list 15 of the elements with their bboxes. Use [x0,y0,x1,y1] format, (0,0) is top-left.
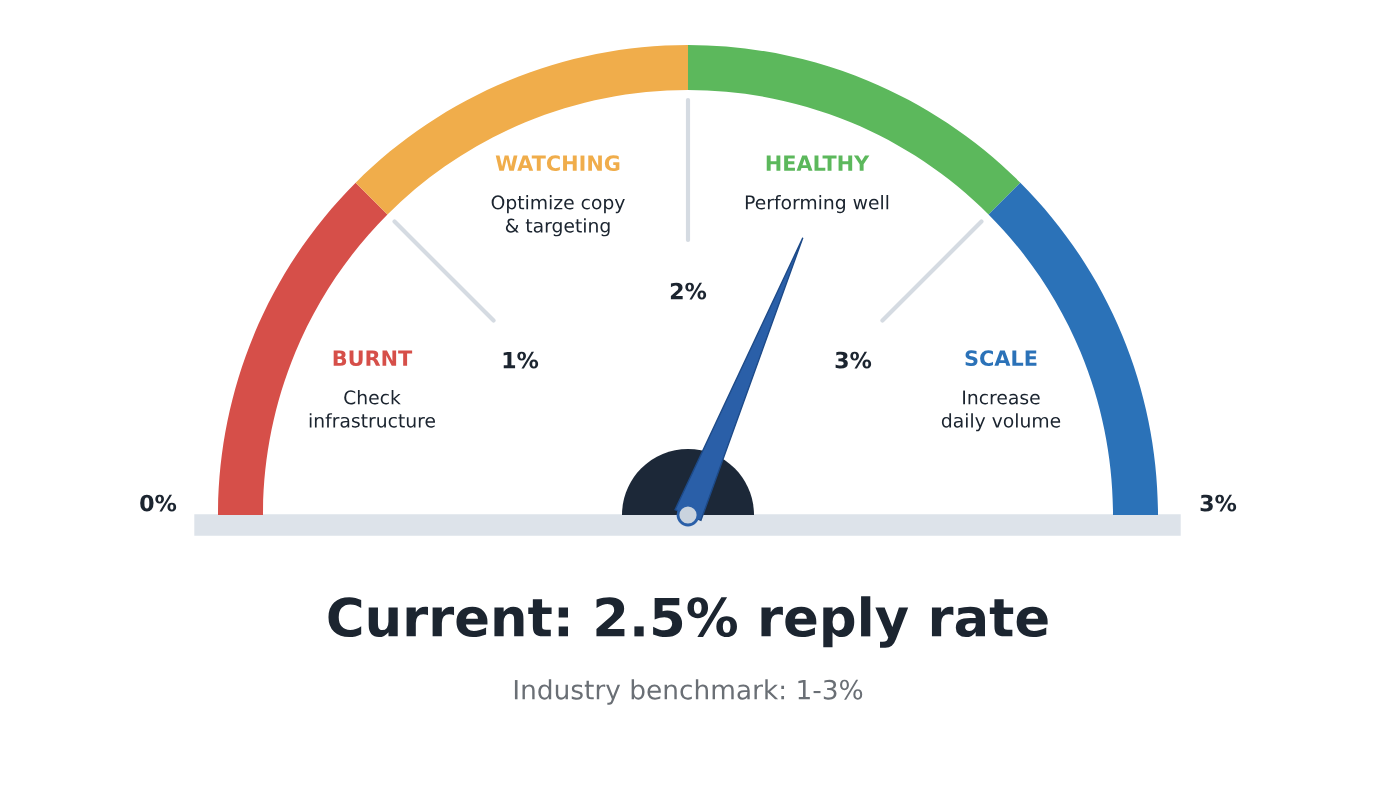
slice-label: BURNT [333,350,413,367]
slice-label: HEALTHY [766,155,870,171]
text: Increase daily volume [941,390,1061,432]
text: 3% [835,351,872,369]
text: 2% [670,282,707,300]
text: Optimize copy & targeting [491,195,625,237]
text: Current: 2.5% reply rate [328,596,1048,648]
text: Performing well [745,195,889,214]
text: 1% [503,351,539,369]
slice-label: SCALE [965,350,1037,367]
text: Industry benchmark: 1-3% [514,679,863,705]
text: Check infrastructure [309,390,435,428]
text: 3% [1200,494,1237,512]
slice-label: WATCHING [495,155,620,172]
text: 0% [140,494,177,512]
